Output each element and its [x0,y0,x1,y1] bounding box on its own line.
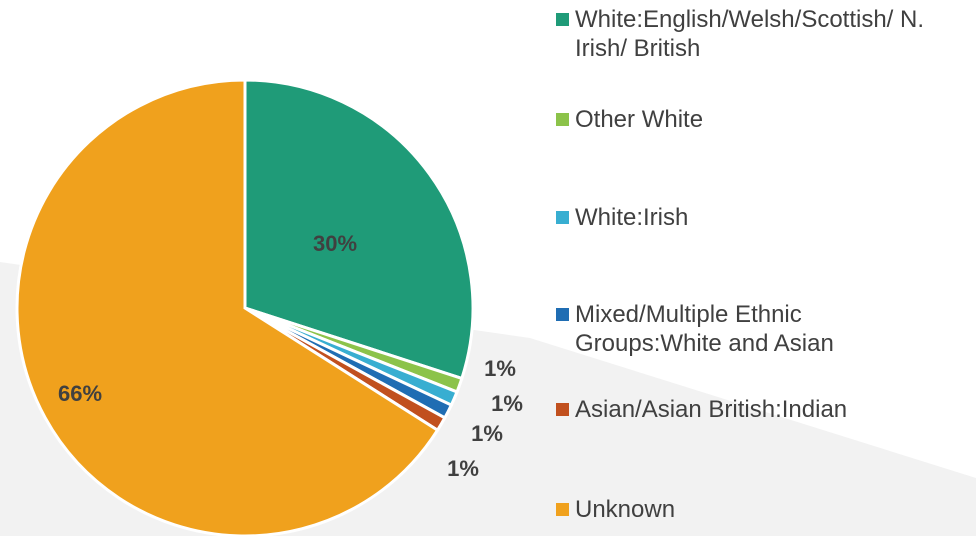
legend-item: Asian/Asian British:Indian [556,395,956,424]
data-label: 1% [471,421,503,446]
legend-swatch [556,503,569,516]
data-label: 30% [313,231,357,256]
legend-label: White:Irish [575,204,689,231]
data-label: 1% [491,391,523,416]
legend-item: Other White [556,105,956,134]
legend-label: White:English/Welsh/Scottish/ N. Irish/ … [575,6,925,62]
legend-item: Unknown [556,495,956,524]
legend-item: White:English/Welsh/Scottish/ N. Irish/ … [556,5,956,63]
legend-label: Mixed/Multiple Ethnic Groups:White and A… [575,301,834,357]
data-label: 66% [58,381,102,406]
legend-swatch [556,403,569,416]
legend-item: Mixed/Multiple Ethnic Groups:White and A… [556,300,846,358]
legend-swatch [556,113,569,126]
legend-label: Other White [575,106,704,133]
legend-swatch [556,13,569,26]
pie-slice [243,78,475,381]
legend-item: White:Irish [556,203,956,232]
data-label: 1% [484,356,516,381]
legend-swatch [556,211,569,224]
legend-swatch [556,308,569,321]
data-label: 1% [447,456,479,481]
legend-label: Unknown [575,496,676,523]
pie-slice [15,78,440,536]
legend-label: Asian/Asian British:Indian [575,396,848,423]
